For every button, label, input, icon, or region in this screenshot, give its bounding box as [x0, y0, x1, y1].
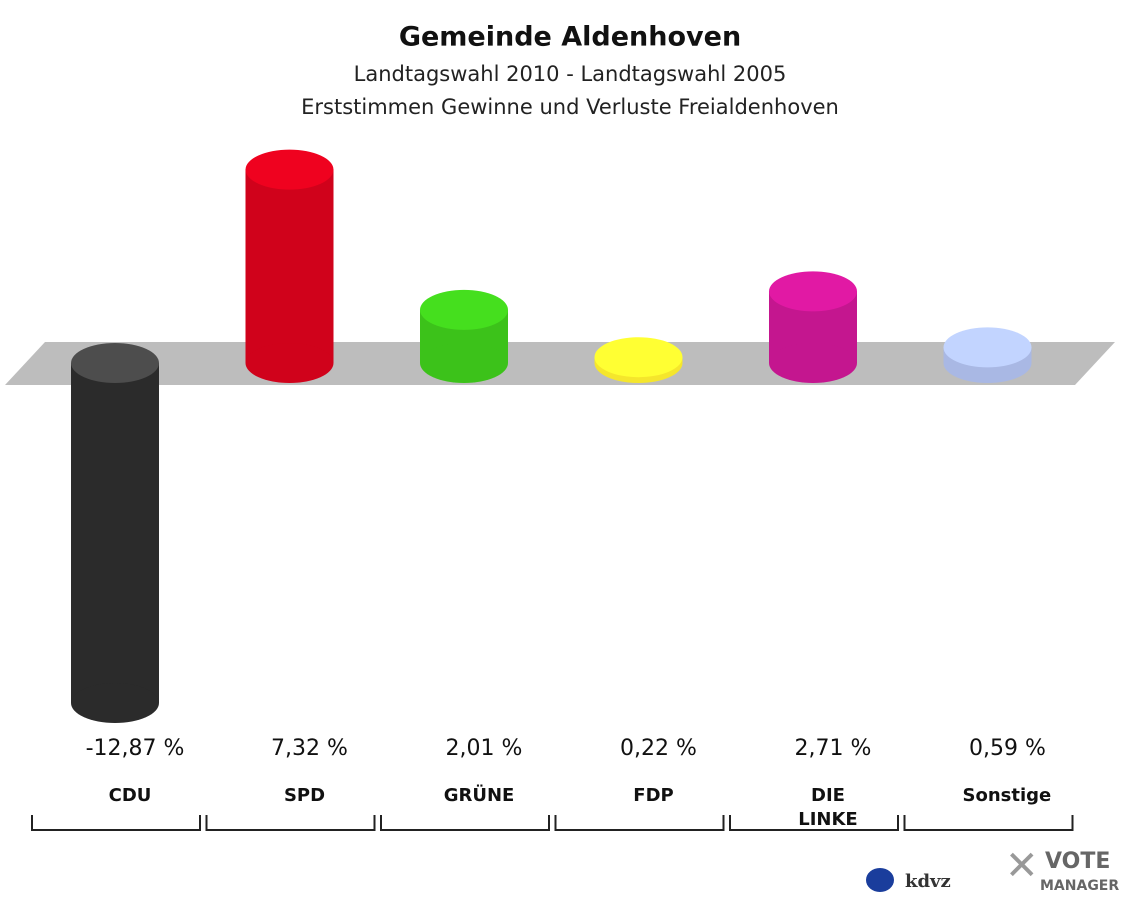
value-label: 7,32 % [271, 736, 348, 761]
logo-text: kdvz [905, 871, 951, 892]
bracket [380, 815, 550, 831]
value-label: -12,87 % [85, 736, 185, 761]
logo-x: ✕ [1005, 843, 1039, 889]
bar-bottom [769, 343, 857, 383]
logo-text: MANAGER [1040, 878, 1119, 894]
bar-top [769, 271, 857, 312]
logo-text: VOTE [1045, 849, 1110, 874]
bar-top [594, 337, 683, 378]
bracket [903, 815, 1074, 831]
bar-body [71, 363, 159, 703]
bracket [554, 815, 725, 831]
bar-top [245, 149, 334, 190]
logo-ball [866, 868, 894, 892]
chart-subtitle: Landtagswahl 2010 - Landtagswahl 2005 [354, 62, 787, 86]
x-tick-label: SPD [283, 785, 326, 806]
bar-top [71, 343, 159, 383]
value-label: 0,59 % [969, 736, 1046, 761]
x-tick-label: FDP [633, 785, 674, 806]
bracket [205, 815, 376, 831]
bar-bottom [420, 343, 508, 383]
bracket [31, 815, 201, 831]
value-label: 2,01 % [445, 736, 523, 761]
value-label: 0,22 % [620, 736, 697, 761]
value-label: 2,71 % [794, 736, 872, 761]
logo: kdvz ✕ VOTE MANAGER [866, 843, 1119, 894]
bar-top [943, 327, 1032, 368]
x-tick-label: Sonstige [962, 785, 1052, 806]
chart-title: Gemeinde Aldenhoven [399, 22, 741, 53]
bar-bottom [71, 683, 159, 723]
x-tick-label: CDU [108, 785, 152, 806]
bar-body [245, 169, 334, 363]
x-tick-label: DIE LINKE [798, 785, 858, 830]
bracket [729, 815, 899, 831]
chart-subtitle: Erststimmen Gewinne und Verluste Freiald… [301, 95, 839, 119]
bar-bottom [245, 343, 334, 383]
bar-top [420, 289, 508, 330]
x-tick-label: GRÜNE [443, 785, 515, 806]
